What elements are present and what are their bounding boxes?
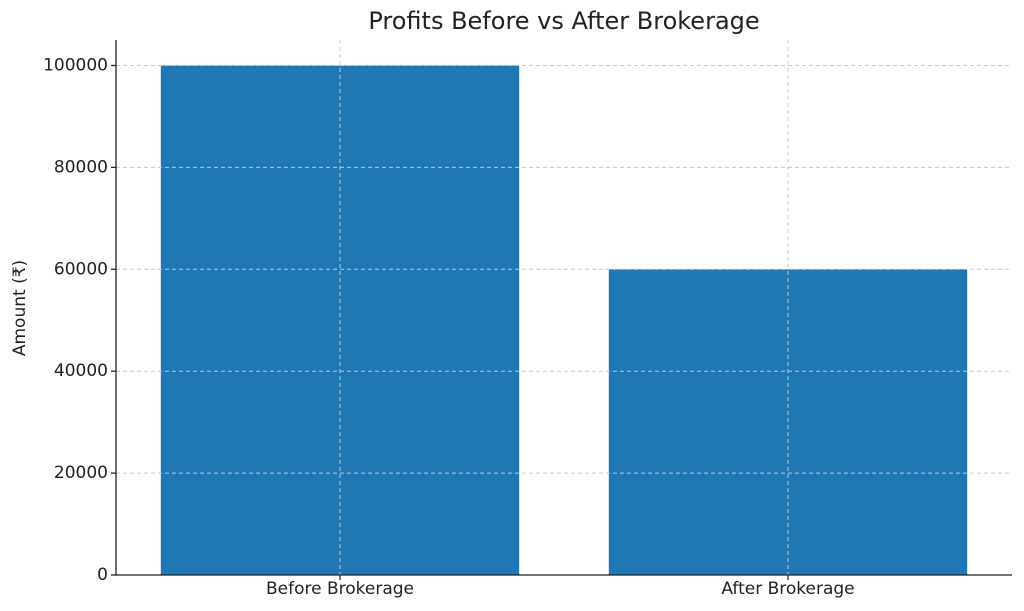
y-tick-label: 100000 bbox=[43, 55, 108, 75]
y-tick-label: 80000 bbox=[54, 157, 108, 177]
y-axis-label: Amount (₹) bbox=[10, 260, 30, 356]
y-tick-label: 40000 bbox=[54, 361, 108, 381]
x-tick-label: After Brokerage bbox=[721, 579, 854, 599]
y-tick-label: 0 bbox=[97, 565, 108, 585]
y-tick-label: 60000 bbox=[54, 259, 108, 279]
chart-title: Profits Before vs After Brokerage bbox=[368, 7, 759, 35]
x-tick-label: Before Brokerage bbox=[266, 579, 414, 599]
y-tick-label: 20000 bbox=[54, 463, 108, 483]
